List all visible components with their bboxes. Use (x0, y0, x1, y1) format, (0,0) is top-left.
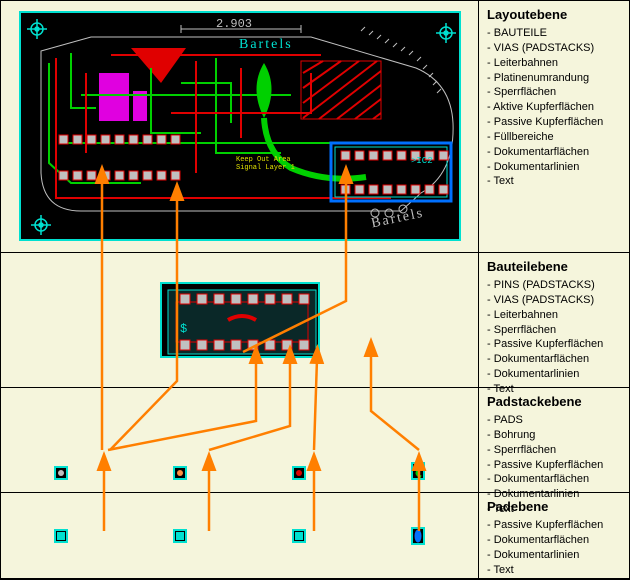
list-item: Passive Kupferflächen (487, 337, 621, 352)
padstack-row: Padstackebene PADSBohrungSperrflächenPas… (1, 388, 629, 493)
list-item: Füllbereiche (487, 130, 621, 145)
pad-shape (292, 529, 306, 543)
list-item: Dokumentarflächen (487, 352, 621, 367)
pad-sidebar: Padebene Passive KupferflächenDokumentar… (479, 493, 629, 578)
list-item: Dokumentarflächen (487, 533, 621, 548)
padstack-pad (54, 466, 68, 480)
list-item: Passive Kupferflächen (487, 115, 621, 130)
list-item: Dokumentarlinien (487, 548, 621, 563)
list-item: Bohrung (487, 428, 621, 443)
bauteil-title: Bauteilebene (487, 259, 621, 274)
padstack-visual (1, 388, 479, 492)
padstack-pad (411, 462, 425, 480)
padstack-title: Padstackebene (487, 394, 621, 409)
list-item: Sperrflächen (487, 443, 621, 458)
padstack-sidebar: Padstackebene PADSBohrungSperrflächenPas… (479, 388, 629, 492)
pad-shape (173, 529, 187, 543)
layout-sidebar: Layoutebene BAUTEILEVIAS (PADSTACKS)Leit… (479, 1, 629, 252)
padstack-pad (173, 466, 187, 480)
ic-label: >IC2 (411, 156, 433, 166)
keep-out-area: Keep Out Area Signal Layer 1 (236, 156, 295, 173)
list-item: BAUTEILE (487, 26, 621, 41)
list-item: Passive Kupferflächen (487, 518, 621, 533)
list-item: Passive Kupferflächen (487, 458, 621, 473)
keep-out-line2: Signal Layer 1 (236, 164, 295, 172)
layout-visual: 2.903 Bartels Bartels Keep Out Area Sign… (1, 1, 479, 252)
pad-shape (411, 527, 425, 545)
diagram-container: 2.903 Bartels Bartels Keep Out Area Sign… (0, 0, 630, 580)
layout-row: 2.903 Bartels Bartels Keep Out Area Sign… (1, 1, 629, 253)
bauteil-list: PINS (PADSTACKS)VIAS (PADSTACKS)Leiterba… (487, 278, 621, 397)
pad-shape (54, 529, 68, 543)
chip-component: $ (160, 282, 320, 358)
bauteil-row: $ Bauteilebene PINS (PADSTACKS)VIAS (PAD… (1, 253, 629, 388)
dimension-label: 2.903 (216, 17, 252, 31)
keep-out-line1: Keep Out Area (236, 156, 295, 164)
list-item: Dokumentarflächen (487, 472, 621, 487)
padstack-pad (292, 466, 306, 480)
list-item: Text (487, 174, 621, 189)
pad-visual (1, 493, 479, 578)
list-item: VIAS (PADSTACKS) (487, 293, 621, 308)
list-item: Aktive Kupferflächen (487, 100, 621, 115)
pad-title: Padebene (487, 499, 621, 514)
list-item: Dokumentarflächen (487, 145, 621, 160)
pad-list: Passive KupferflächenDokumentarflächenDo… (487, 518, 621, 577)
list-item: Text (487, 563, 621, 578)
list-item: Leiterbahnen (487, 56, 621, 71)
list-item: Dokumentarlinien (487, 160, 621, 175)
layout-list: BAUTEILEVIAS (PADSTACKS)LeiterbahnenPlat… (487, 26, 621, 189)
bartels-top: Bartels (239, 37, 293, 53)
chip-graphics: $ (162, 284, 322, 360)
list-item: PADS (487, 413, 621, 428)
bauteil-sidebar: Bauteilebene PINS (PADSTACKS)VIAS (PADST… (479, 253, 629, 387)
list-item: VIAS (PADSTACKS) (487, 41, 621, 56)
list-item: PINS (PADSTACKS) (487, 278, 621, 293)
list-item: Sperrflächen (487, 323, 621, 338)
pad-row: Padebene Passive KupferflächenDokumentar… (1, 493, 629, 579)
list-item: Platinenumrandung (487, 71, 621, 86)
svg-text:$: $ (180, 322, 187, 336)
layout-title: Layoutebene (487, 7, 621, 22)
list-item: Sperrflächen (487, 85, 621, 100)
list-item: Leiterbahnen (487, 308, 621, 323)
pcb-board: 2.903 Bartels Bartels Keep Out Area Sign… (19, 11, 461, 241)
list-item: Dokumentarlinien (487, 367, 621, 382)
bauteil-visual: $ (1, 253, 479, 387)
